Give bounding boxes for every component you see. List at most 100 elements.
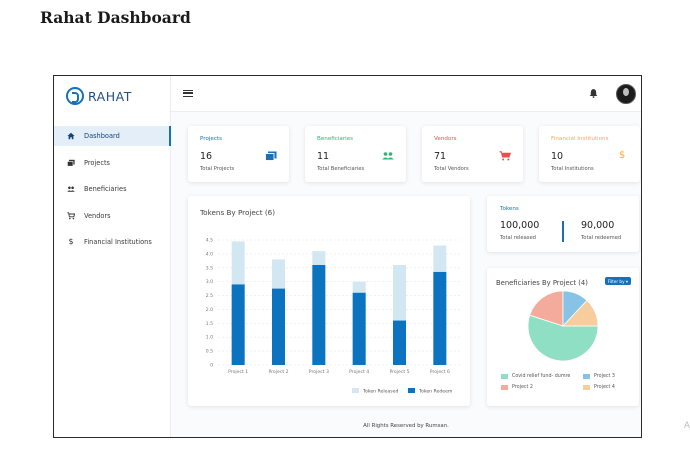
stat-card-financial-institutions[interactable]: Financial Institutions 10 Total Institut…	[539, 126, 640, 182]
sidebar-item-label: Dashboard	[84, 132, 120, 140]
avatar[interactable]	[616, 84, 636, 104]
rahat-logo-icon	[66, 87, 84, 105]
y-tick-label: 0	[210, 363, 213, 369]
bar-token-redeem	[433, 271, 447, 365]
tokens-released-value: 100,000	[500, 220, 540, 231]
home-icon	[67, 132, 75, 140]
pie-legend-item: Covid relief fund- dumre	[501, 374, 570, 379]
pie-slice	[529, 290, 564, 327]
stat-value: 16	[200, 151, 213, 162]
app-window: RAHAT Dashboard Projects Beneficiaries V…	[53, 75, 642, 438]
logo-text: RAHAT	[88, 88, 132, 104]
legend-label-redeem: Token Redeem	[418, 389, 453, 395]
pie-legend-item: Project 4	[583, 385, 615, 390]
sidebar-item-beneficiaries[interactable]: Beneficiaries	[54, 179, 171, 199]
stat-value: 10	[551, 151, 564, 162]
y-tick-label: 0.5	[206, 349, 213, 355]
legend-label: Project 2	[512, 385, 533, 390]
legend-label: Project 3	[594, 374, 615, 379]
bar-chart-title: Tokens By Project (6)	[200, 208, 276, 217]
page-title: Rahat Dashboard	[40, 8, 191, 27]
stat-title: Vendors	[434, 136, 457, 142]
legend-label-released: Token Released	[362, 389, 398, 395]
bar-chart-card: Tokens By Project (6) 0 0.5 1.0 1.5 2.0 2.5 3.…	[188, 196, 470, 406]
dollar-icon: $	[68, 237, 74, 246]
bar-token-redeem	[272, 288, 285, 365]
cart-icon	[67, 211, 75, 219]
legend-swatch-released	[352, 388, 359, 393]
top-bar	[171, 76, 641, 112]
y-tick-label: 4.0	[206, 251, 213, 257]
y-tick-label: 1.0	[206, 335, 213, 341]
x-tick-label: Project 3	[309, 369, 329, 375]
logo[interactable]: RAHAT	[66, 87, 132, 105]
people-icon	[382, 152, 394, 160]
sidebar-item-label: Financial Institutions	[84, 238, 152, 246]
tokens-redeemed-value: 90,000	[581, 220, 615, 231]
sidebar-item-financial-institutions[interactable]: $ Financial Institutions	[54, 232, 171, 252]
stat-value: 11	[317, 151, 330, 162]
dashboard-content: Projects 16 Total Projects Beneficiaries…	[171, 112, 641, 437]
menu-icon[interactable]	[183, 90, 193, 97]
tokens-released-label: Total released	[500, 235, 536, 241]
y-tick-label: 3.0	[206, 279, 213, 285]
pie-chart-title: Beneficiaries By Project (4)	[496, 279, 588, 287]
bar-token-redeem	[231, 284, 245, 365]
pie-slice	[562, 299, 599, 327]
legend-swatch	[583, 374, 590, 379]
tokens-divider	[562, 221, 564, 242]
bell-icon[interactable]	[589, 88, 598, 98]
legend-swatch	[501, 385, 508, 390]
stat-title: Projects	[200, 136, 223, 142]
watermark: A	[683, 421, 690, 431]
stat-subtitle: Total Institutions	[551, 166, 594, 172]
y-tick-label: 3.5	[206, 265, 213, 271]
tokens-redeemed-label: Total redeemed	[581, 235, 622, 241]
legend-swatch	[583, 385, 590, 390]
legend-label: Covid relief fund- dumre	[512, 374, 571, 379]
y-tick-label: 2.5	[206, 293, 213, 299]
sidebar: RAHAT Dashboard Projects Beneficiaries V…	[54, 76, 171, 437]
filter-by-button[interactable]: Filter by ▾	[604, 277, 631, 285]
x-tick-label: Project 1	[228, 369, 248, 375]
sidebar-item-dashboard[interactable]: Dashboard	[54, 126, 171, 146]
legend-label: Project 4	[594, 385, 615, 390]
footer-text: All Rights Reserved by Rumsan.	[363, 423, 449, 429]
sidebar-item-label: Projects	[84, 158, 110, 167]
y-tick-label: 2.0	[206, 307, 213, 313]
sidebar-item-label: Beneficiaries	[84, 185, 127, 193]
pie-chart	[527, 290, 599, 362]
stat-card-vendors[interactable]: Vendors 71 Total Vendors	[422, 126, 523, 182]
legend-swatch-redeem	[408, 388, 415, 393]
y-tick-label: 1.5	[206, 321, 213, 327]
cart-icon	[499, 151, 511, 161]
x-tick-label: Project 5	[389, 369, 409, 375]
tokens-title: Tokens	[500, 206, 519, 212]
bar-token-redeem	[352, 292, 366, 365]
y-tick-label: 4.5	[206, 238, 213, 244]
stat-card-beneficiaries[interactable]: Beneficiaries 11 Total Beneficiaries	[305, 126, 406, 182]
pie-chart-card: Beneficiaries By Project (4) Filter by ▾…	[487, 268, 639, 406]
stat-title: Financial Institutions	[551, 136, 609, 142]
x-tick-label: Project 2	[268, 369, 288, 375]
x-tick-label: Project 4	[349, 369, 369, 375]
stat-value: 71	[434, 151, 447, 162]
stat-subtitle: Total Vendors	[434, 166, 469, 172]
stat-card-projects[interactable]: Projects 16 Total Projects	[188, 126, 289, 182]
stat-subtitle: Total Beneficiaries	[317, 166, 365, 172]
tokens-card: Tokens 100,000 Total released 90,000 Tot…	[487, 196, 639, 252]
dollar-icon: $	[618, 150, 626, 161]
pie-slice	[527, 314, 599, 362]
stat-title: Beneficiaries	[317, 136, 354, 142]
pie-legend-item: Project 3	[583, 374, 615, 379]
sidebar-item-projects[interactable]: Projects	[54, 153, 171, 173]
people-icon	[67, 186, 75, 192]
pie-legend-item: Project 2	[501, 385, 533, 390]
bar-chart: 0 0.5 1.0 1.5 2.0 2.5 3.0 3.5 4.0 4.5 Project 1 Pro…	[206, 238, 460, 395]
projects-icon	[265, 151, 277, 161]
bar-token-redeem	[393, 320, 406, 365]
sidebar-item-vendors[interactable]: Vendors	[54, 206, 171, 226]
bar-token-redeem	[312, 265, 326, 365]
stat-subtitle: Total Projects	[200, 166, 235, 172]
projects-icon	[67, 159, 75, 167]
